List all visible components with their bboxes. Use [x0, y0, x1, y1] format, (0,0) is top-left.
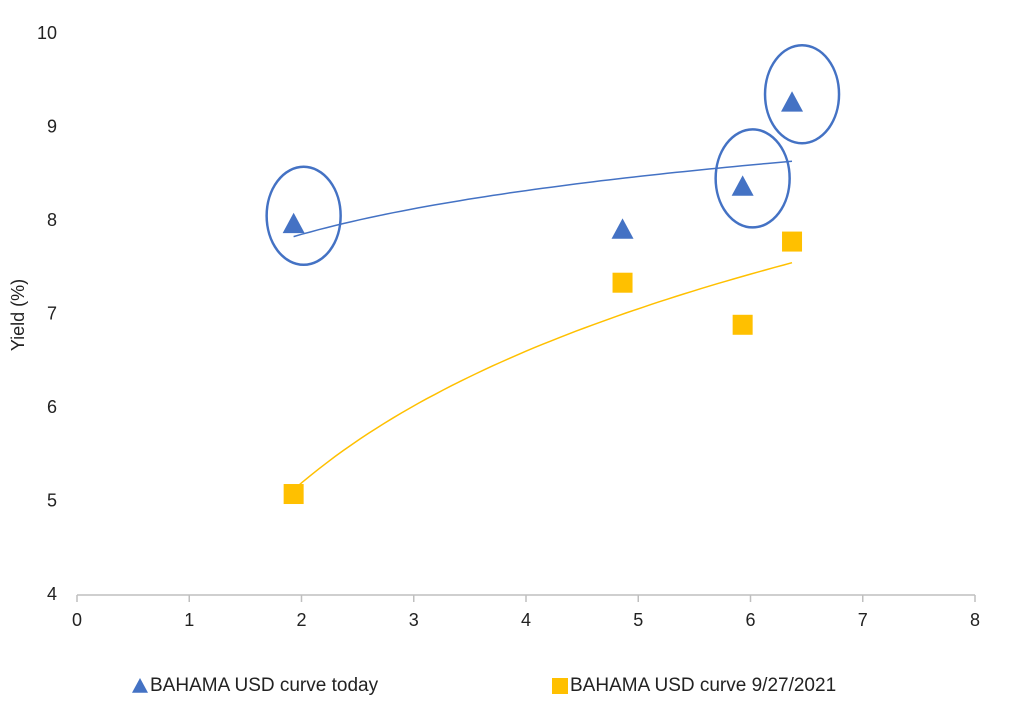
point	[611, 218, 634, 239]
x-tick-label: 1	[184, 610, 194, 630]
legend-marker	[552, 678, 568, 694]
x-tick-label: 3	[409, 610, 419, 630]
x-tick-label: 4	[521, 610, 531, 630]
x-tick-label: 2	[296, 610, 306, 630]
point	[283, 484, 304, 505]
trendline	[293, 261, 793, 491]
point	[732, 314, 753, 335]
trendline	[293, 160, 793, 238]
x-tick-label: 7	[858, 610, 868, 630]
y-tick-label: 10	[37, 23, 57, 43]
x-tick-label: 8	[970, 610, 980, 630]
y-tick-label: 7	[47, 303, 57, 323]
point	[612, 272, 633, 293]
x-tick-label: 5	[633, 610, 643, 630]
x-tick-label: 6	[745, 610, 755, 630]
legend-label: BAHAMA USD curve today	[150, 675, 379, 696]
legend-label: BAHAMA USD curve 9/27/2021	[570, 675, 836, 696]
y-tick-label: 6	[47, 397, 57, 417]
x-tick-label: 0	[72, 610, 82, 630]
y-tick-label: 4	[47, 584, 57, 604]
y-axis-label: Yield (%)	[8, 279, 28, 351]
point	[781, 91, 804, 112]
highlight-circle	[763, 44, 841, 145]
y-tick-label: 5	[47, 490, 57, 510]
y-tick-label: 9	[47, 116, 57, 136]
highlight-circle	[265, 165, 342, 267]
legend-marker	[132, 678, 148, 693]
point	[731, 175, 754, 196]
point	[282, 212, 305, 234]
point	[782, 231, 803, 252]
y-tick-label: 8	[47, 210, 57, 230]
highlight-circle	[714, 128, 791, 229]
